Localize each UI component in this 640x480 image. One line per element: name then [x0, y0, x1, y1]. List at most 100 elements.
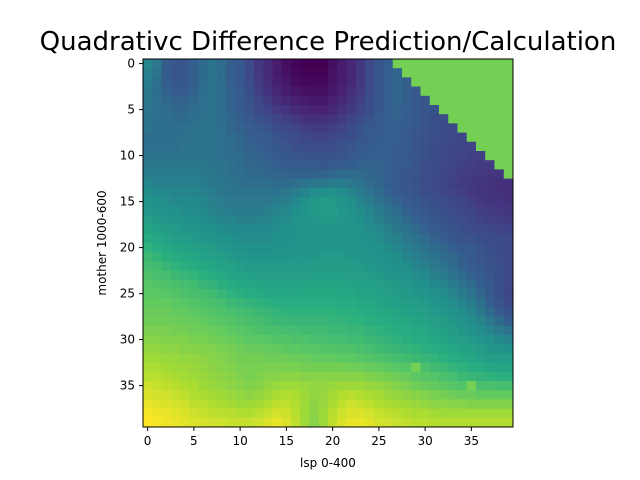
heatmap-cell — [383, 252, 394, 262]
heatmap-cell — [494, 77, 505, 87]
heatmap-cell — [152, 362, 162, 373]
heatmap-cell — [180, 169, 190, 179]
heatmap-cell — [365, 114, 375, 124]
heatmap-cell — [355, 132, 366, 143]
heatmap-cell — [402, 307, 412, 317]
heatmap-cell — [485, 316, 495, 327]
heatmap-cell — [365, 399, 375, 409]
heatmap-cell — [439, 77, 449, 87]
heatmap-cell — [207, 279, 218, 290]
heatmap-cell — [272, 344, 283, 354]
heatmap-cell — [217, 279, 227, 290]
heatmap-cell — [318, 59, 329, 69]
heatmap-cell — [466, 151, 477, 161]
heatmap-cell — [476, 206, 486, 216]
heatmap-cell — [235, 298, 246, 308]
heatmap-cell — [439, 187, 449, 198]
heatmap-cell — [476, 187, 486, 198]
heatmap-cell — [170, 316, 181, 327]
heatmap-cell — [217, 289, 227, 299]
heatmap-cell — [355, 399, 366, 409]
heatmap-cell — [429, 95, 440, 106]
heatmap-cell — [392, 298, 403, 308]
heatmap-cell — [217, 233, 227, 244]
heatmap-cell — [503, 381, 514, 391]
heatmap-cell — [281, 381, 292, 391]
heatmap-cell — [383, 344, 394, 354]
heatmap-cell — [170, 59, 181, 69]
heatmap-cell — [485, 371, 495, 382]
heatmap-cell — [374, 68, 384, 78]
heatmap-cell — [235, 270, 246, 281]
heatmap-cell — [226, 335, 236, 345]
heatmap-cell — [226, 289, 236, 299]
heatmap-cell — [244, 243, 255, 253]
heatmap-cell — [180, 417, 190, 428]
heatmap-cell — [244, 279, 255, 290]
heatmap-cell — [476, 59, 486, 69]
heatmap-cell — [180, 233, 190, 244]
heatmap-cell — [355, 169, 366, 179]
heatmap-cell — [226, 307, 236, 317]
heatmap-cell — [309, 77, 320, 87]
heatmap-cell — [448, 206, 458, 216]
heatmap-cell — [263, 353, 273, 363]
heatmap-cell — [189, 344, 199, 354]
heatmap-cell — [281, 417, 292, 428]
heatmap-cell — [226, 390, 236, 400]
heatmap-cell — [355, 123, 366, 133]
heatmap-cell — [291, 362, 301, 373]
heatmap-cell — [318, 132, 329, 143]
heatmap-cell — [402, 224, 412, 235]
heatmap-cell — [337, 77, 347, 87]
heatmap-cell — [198, 252, 209, 262]
heatmap-cell — [402, 381, 412, 391]
heatmap-cell — [152, 114, 162, 124]
heatmap-cell — [374, 417, 384, 428]
heatmap-cell — [328, 178, 338, 189]
heatmap-cell — [309, 178, 320, 189]
heatmap-cell — [392, 316, 403, 327]
heatmap-cell — [365, 243, 375, 253]
heatmap-cell — [300, 252, 310, 262]
heatmap-cell — [161, 95, 172, 106]
heatmap-cell — [207, 151, 218, 161]
heatmap-cell — [291, 187, 301, 198]
heatmap-cell — [476, 399, 486, 409]
heatmap-cell — [485, 160, 495, 170]
heatmap-cell — [476, 353, 486, 363]
heatmap-cell — [485, 233, 495, 244]
heatmap-cell — [392, 224, 403, 235]
heatmap-cell — [355, 95, 366, 106]
heatmap-cell — [392, 178, 403, 189]
heatmap-cell — [448, 390, 458, 400]
heatmap-cell — [365, 123, 375, 133]
heatmap-cell — [161, 252, 172, 262]
heatmap-cell — [383, 408, 394, 419]
heatmap-cell — [402, 325, 412, 336]
heatmap-cell — [429, 68, 440, 78]
heatmap-cell — [198, 77, 209, 87]
heatmap-cell — [448, 335, 458, 345]
heatmap-cell — [392, 371, 403, 382]
heatmap-cell — [485, 289, 495, 299]
heatmap-cell — [355, 298, 366, 308]
heatmap-cell — [143, 77, 153, 87]
heatmap-cell — [318, 243, 329, 253]
heatmap-cell — [494, 353, 505, 363]
heatmap-cell — [152, 77, 162, 87]
heatmap-cell — [152, 289, 162, 299]
heatmap-cell — [383, 123, 394, 133]
heatmap-cell — [291, 123, 301, 133]
heatmap-cell — [337, 399, 347, 409]
heatmap-cell — [180, 353, 190, 363]
heatmap-cell — [235, 132, 246, 143]
heatmap-cell — [485, 381, 495, 391]
heatmap-cell — [485, 270, 495, 281]
heatmap-cell — [402, 417, 412, 428]
heatmap-cell — [309, 123, 320, 133]
heatmap-cell — [254, 335, 264, 345]
heatmap-cell — [457, 353, 468, 363]
heatmap-cell — [143, 279, 153, 290]
